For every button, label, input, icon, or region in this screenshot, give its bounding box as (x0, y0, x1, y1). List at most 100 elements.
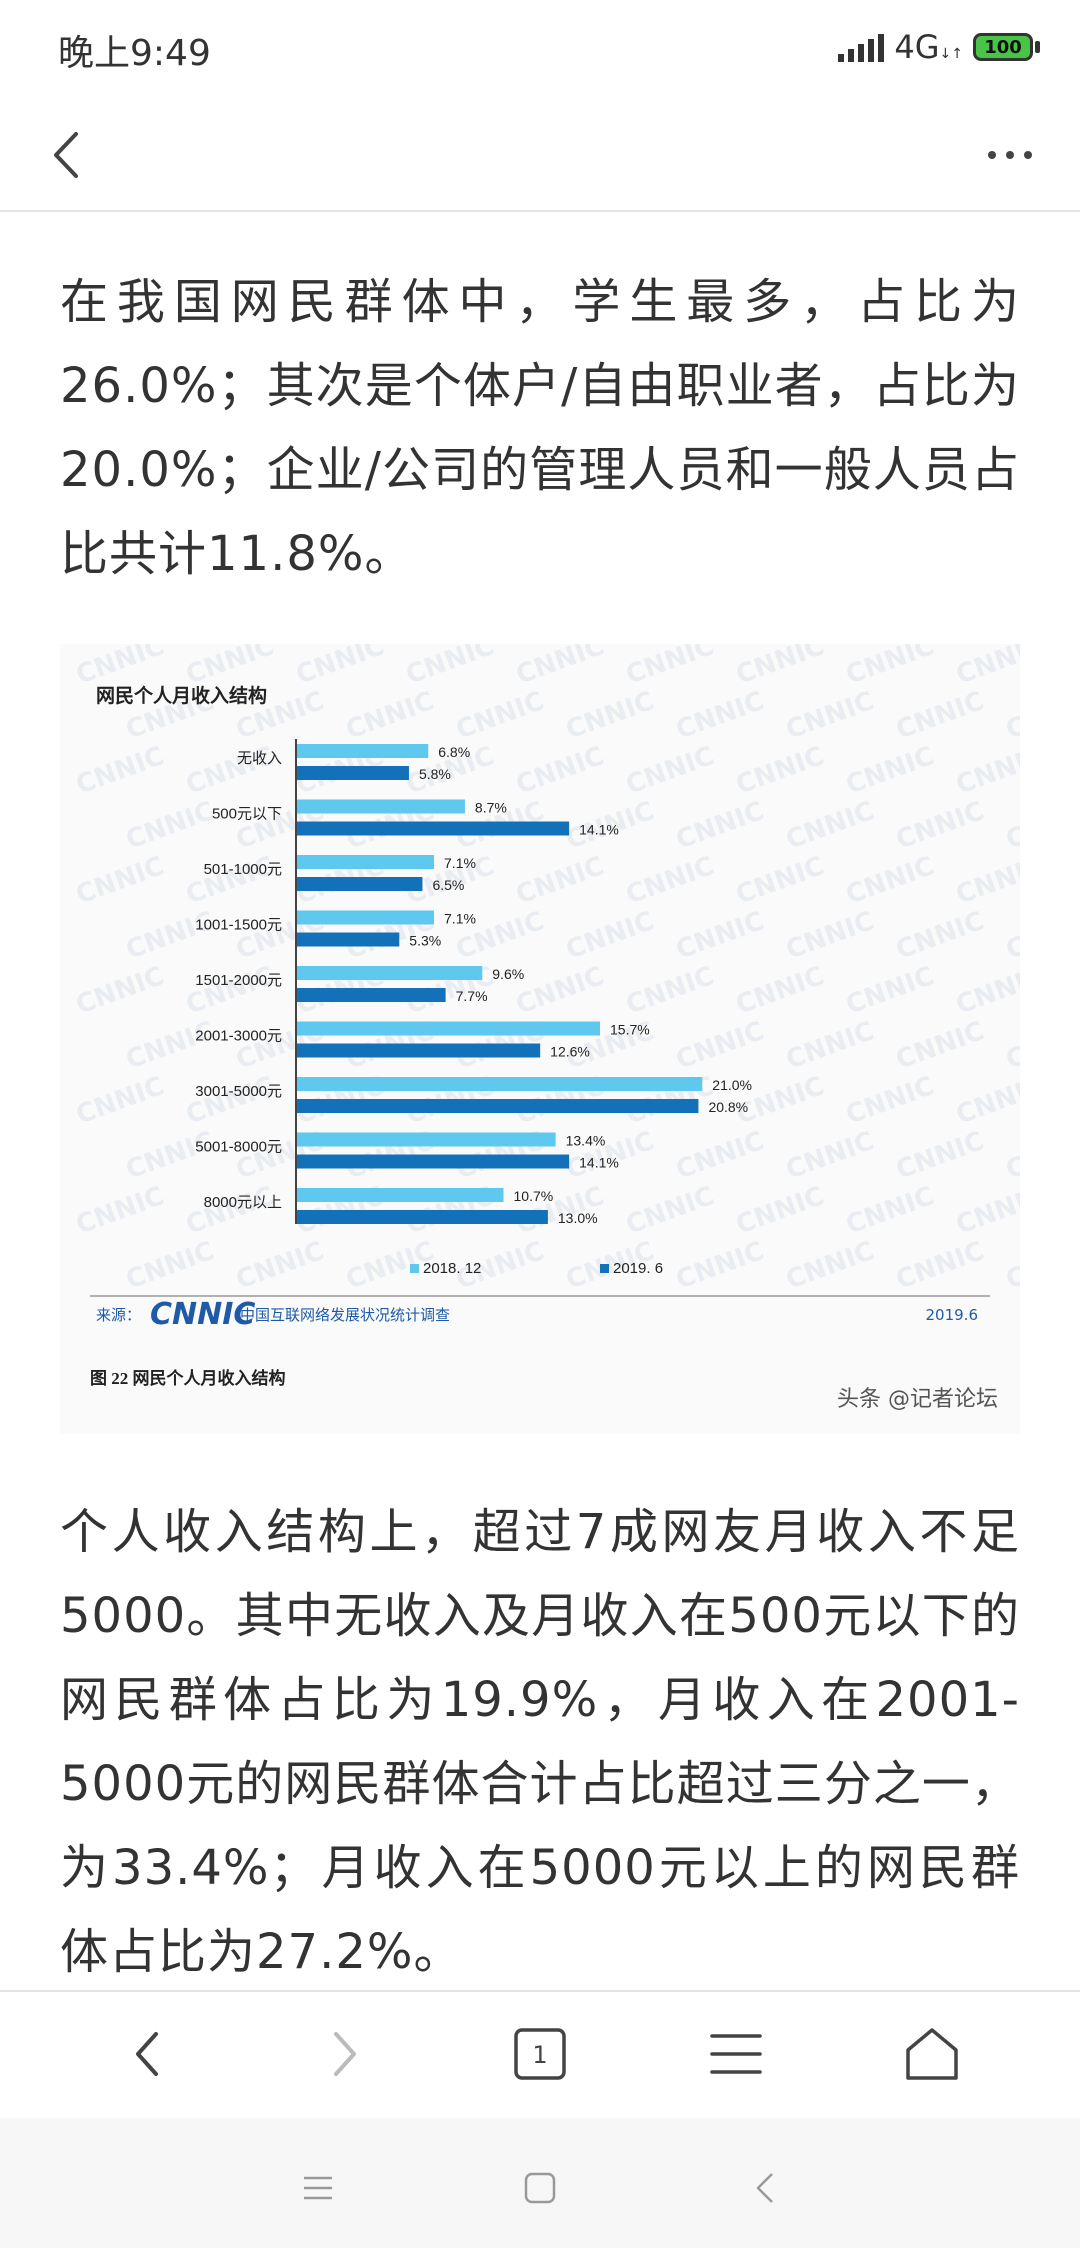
watermark-text: CNNIC (1002, 906, 1020, 965)
category-label: 2001-3000元 (195, 1028, 282, 1045)
watermark-text: CNNIC (512, 851, 608, 910)
watermark-text: CNNIC (952, 1071, 1020, 1130)
bar-value-label: 9.6% (492, 966, 524, 982)
tabs-icon: 1 (514, 2028, 566, 2080)
chart-title: 网民个人月收入结构 (96, 684, 267, 707)
browser-back-button[interactable] (98, 2014, 198, 2094)
bar-value-label: 6.5% (432, 877, 464, 893)
watermark-text: CNNIC (512, 644, 608, 691)
bar-2018 (297, 966, 483, 980)
bar-2018 (297, 1188, 504, 1202)
chevron-right-icon (334, 2032, 356, 2076)
browser-toolbar: 1 (0, 1990, 1080, 2118)
legend-swatch (600, 1264, 609, 1273)
watermark-text: CNNIC (952, 851, 1020, 910)
watermark-text: CNNIC (182, 961, 278, 1020)
back-arrow-icon (54, 132, 78, 178)
watermark-text: CNNIC (622, 851, 718, 910)
bar-2019 (297, 877, 423, 891)
bar-2018 (297, 1132, 556, 1147)
system-back-button[interactable] (726, 2158, 806, 2218)
watermark-text: CNNIC (782, 686, 878, 745)
watermark-text: CNNIC (952, 961, 1020, 1020)
category-label: 1501-2000元 (195, 972, 282, 989)
chart-bars: 无收入 6.8% 5.8% 500元以下 8.7% 14.1% 501-1000元 7.1% 6… (195, 744, 752, 1226)
system-menu-icon (304, 2176, 332, 2200)
figure-caption: 图 22 网民个人月收入结构 (90, 1368, 286, 1388)
watermark-text: CNNIC (782, 906, 878, 965)
watermark-text: CNNIC (562, 906, 658, 965)
menu-button[interactable] (686, 2014, 786, 2094)
watermark-text: CNNIC (562, 686, 658, 745)
bar-value-label: 5.8% (419, 766, 451, 782)
watermark-text: CNNIC (1002, 796, 1020, 855)
bar-2018 (297, 1077, 703, 1091)
watermark-text: CNNIC (512, 961, 608, 1020)
bar-2018 (297, 744, 429, 758)
bar-2019 (297, 932, 400, 947)
signal-icon (838, 32, 885, 62)
bar-value-label: 12.6% (550, 1044, 590, 1060)
tabs-button[interactable]: 1 (490, 2014, 590, 2094)
watermark-text: CNNIC (782, 796, 878, 855)
watermark-text: CNNIC (842, 741, 938, 800)
watermark-text: CNNIC (892, 1126, 988, 1185)
watermark-text: CNNIC (672, 1126, 768, 1185)
browser-forward-button[interactable] (294, 2014, 394, 2094)
watermark-text: CNNIC (122, 1126, 218, 1185)
legend-label: 2018. 12 (423, 1260, 481, 1277)
watermark-text: CNNIC (672, 686, 768, 745)
watermark-text: CNNIC (672, 1236, 768, 1295)
watermark-text: CNNIC (402, 644, 498, 691)
watermark-text: CNNIC (892, 796, 988, 855)
watermark-text: CNNIC (672, 906, 768, 965)
income-chart: CNNIC CNNIC CNNIC CNNIC CNNIC CNNIC CNNIC CNNIC… (72, 644, 1020, 1412)
watermark-text: CNNIC (732, 851, 828, 910)
watermark-text: CNNIC (342, 686, 438, 745)
bar-value-label: 13.0% (558, 1210, 598, 1226)
legend-label: 2019. 6 (613, 1260, 663, 1277)
watermark-text: CNNIC (892, 906, 988, 965)
bar-value-label: 20.8% (708, 1099, 748, 1115)
bar-2019 (297, 988, 446, 1002)
watermark-text: CNNIC (952, 644, 1020, 691)
category-label: 3001-5000元 (195, 1083, 282, 1100)
back-button[interactable] (40, 120, 110, 190)
watermark-text: CNNIC (122, 1016, 218, 1075)
watermark-text: CNNIC (842, 1071, 938, 1130)
bar-2019 (297, 1210, 548, 1224)
bar-value-label: 5.3% (409, 933, 441, 949)
watermark-text: CNNIC (1002, 686, 1020, 745)
bar-2018 (297, 855, 435, 869)
watermark-text: CNNIC (892, 1016, 988, 1075)
bar-2019 (297, 821, 570, 836)
system-menu-button[interactable] (278, 2158, 358, 2218)
category-label: 8000元以上 (204, 1194, 282, 1211)
article-image[interactable]: CNNIC CNNIC CNNIC CNNIC CNNIC CNNIC CNNIC CNNIC… (60, 644, 1020, 1434)
watermark-text: CNNIC (622, 644, 718, 691)
bar-value-label: 21.0% (712, 1077, 752, 1093)
bar-2018 (297, 799, 465, 814)
watermark-text: CNNIC (952, 1181, 1020, 1240)
bar-2019 (297, 1154, 570, 1169)
watermark-text: CNNIC (72, 644, 168, 691)
system-home-button[interactable] (500, 2158, 580, 2218)
watermark-text: CNNIC (952, 741, 1020, 800)
home-button[interactable] (882, 2014, 982, 2094)
bar-value-label: 8.7% (475, 800, 507, 816)
legend-swatch (410, 1264, 419, 1273)
watermark-text: CNNIC (452, 686, 548, 745)
article-paragraph-1: 在我国网民群体中，学生最多，占比为26.0%；其次是个体户/自由职业者，占比为2… (60, 274, 1020, 582)
chart-legend: 2018. 12 2019. 6 (410, 1260, 663, 1277)
watermark-text: CNNIC (292, 644, 388, 691)
more-options-button[interactable] (970, 120, 1050, 190)
watermark-text: CNNIC (182, 1071, 278, 1130)
watermark-text: CNNIC (892, 1236, 988, 1295)
bar-value-label: 15.7% (610, 1022, 650, 1038)
watermark-text: CNNIC (622, 961, 718, 1020)
watermark-text: CNNIC (622, 1181, 718, 1240)
bar-2019 (297, 1043, 541, 1058)
bar-value-label: 7.1% (444, 855, 476, 871)
image-watermark: 头条 @记者论坛 (837, 1387, 998, 1412)
status-indicators: 4G↓↑ 100 (838, 28, 1040, 66)
